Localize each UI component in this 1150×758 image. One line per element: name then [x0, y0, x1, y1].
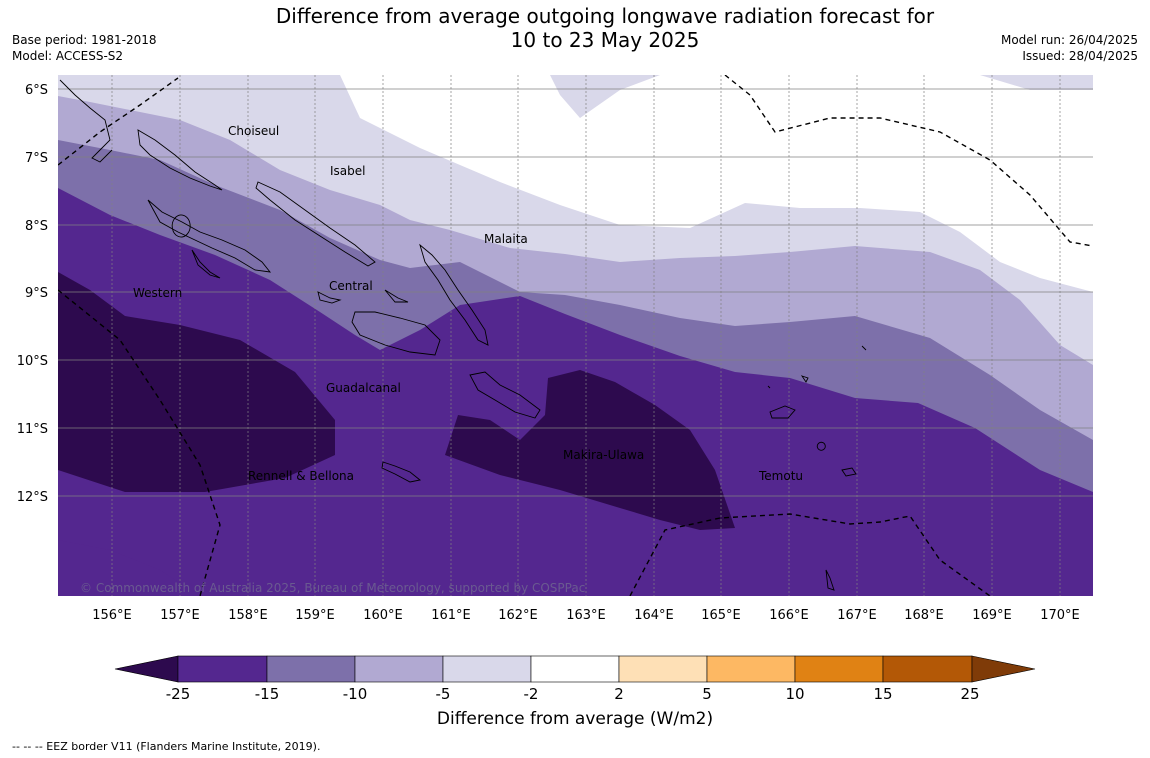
- colorbar-segment: [882, 655, 973, 683]
- field-below-minus25-west: [58, 272, 335, 492]
- meta-right: Model run: 26/04/2025 Issued: 28/04/2025: [1001, 32, 1138, 64]
- coast-isabel: [255, 181, 376, 267]
- coast-rennell: [381, 461, 422, 483]
- region-label-choiseul: Choiseul: [228, 124, 279, 138]
- colorbar: -25 -15 -10 -5 -2 2 5 10 15 25: [114, 655, 1036, 703]
- region-label-rennell-bellona: Rennell & Bellona: [248, 469, 354, 483]
- lat-label: 8°S: [25, 219, 48, 234]
- colorbar-tick-label: -10: [343, 685, 368, 703]
- colorbar-segment: [177, 655, 268, 683]
- coast-choiseul: [137, 129, 223, 191]
- coast-ranongga: [191, 249, 221, 279]
- lat-axis-labels: 6°S 7°S 8°S 9°S 10°S 11°S 12°S: [17, 83, 48, 505]
- region-label-malaita: Malaita: [484, 232, 528, 246]
- colorbar-segment: [794, 655, 884, 683]
- lat-label: 6°S: [25, 83, 48, 98]
- colorbar-tick-label: -15: [255, 685, 280, 703]
- colorbar-tick-label: 25: [960, 685, 979, 703]
- copyright-notice: © Commonwealth of Australia 2025, Bureau…: [80, 581, 585, 595]
- title-line-2: 10 to 23 May 2025: [510, 28, 700, 52]
- region-label-guadalcanal: Guadalcanal: [326, 381, 401, 395]
- coast-new-georgia: [147, 199, 272, 273]
- lat-label: 10°S: [17, 354, 48, 369]
- region-label-western: Western: [133, 286, 182, 300]
- coast-santa-cruz: [769, 405, 796, 419]
- issued-label: Issued: 28/04/2025: [1022, 49, 1138, 63]
- field-plus2-to-minus2: [200, 75, 1093, 292]
- region-labels: Choiseul Isabel Malaita Western Central …: [133, 124, 803, 483]
- colorbar-segment: [266, 655, 356, 683]
- colorbar-segment: [618, 655, 708, 683]
- region-label-temotu: Temotu: [758, 469, 803, 483]
- lon-label: 163°E: [566, 608, 606, 623]
- lat-label: 11°S: [17, 422, 48, 437]
- coast-makira: [469, 371, 541, 419]
- eez-border-north-east: [724, 75, 1093, 247]
- colorbar-tick-label: 15: [873, 685, 892, 703]
- model-run-label: Model run: 26/04/2025: [1000, 33, 1138, 47]
- field-minus15-to-minus25-south: [58, 540, 200, 596]
- colorbar-tick-label: -5: [436, 685, 451, 703]
- colorbar-extend-high: [971, 655, 1036, 683]
- lon-label: 167°E: [837, 608, 877, 623]
- colorbar-tick-label: 10: [785, 685, 804, 703]
- eez-borders: [58, 75, 1093, 596]
- coast-guadalcanal: [351, 311, 441, 356]
- region-label-isabel: Isabel: [330, 164, 365, 178]
- lon-label: 168°E: [904, 608, 944, 623]
- lon-label: 165°E: [701, 608, 741, 623]
- lon-label: 161°E: [431, 608, 471, 623]
- lon-label: 156°E: [92, 608, 132, 623]
- colorbar-segment: [442, 655, 532, 683]
- meta-left: Base period: 1981-2018 Model: ACCESS-S2: [12, 32, 157, 64]
- colorbar-segment: [706, 655, 796, 683]
- lon-label: 166°E: [769, 608, 809, 623]
- coast-vanikoro: [841, 467, 857, 477]
- coast-reef-islands: [767, 345, 867, 389]
- region-label-makira-ulawa: Makira-Ulawa: [563, 448, 644, 462]
- colorbar-title: Difference from average (W/m2): [436, 709, 714, 729]
- colorbar-tick-label: -2: [524, 685, 539, 703]
- base-period-label: Base period: 1981-2018: [12, 33, 157, 47]
- colorbar-tick-label: -25: [166, 685, 191, 703]
- colorbar-tick-label: 5: [702, 685, 712, 703]
- colorbar-tick-label: 2: [614, 685, 624, 703]
- lon-label: 169°E: [972, 608, 1012, 623]
- map-title: Difference from average outgoing longwav…: [250, 4, 960, 52]
- lon-label: 158°E: [228, 608, 268, 623]
- eez-border-south: [629, 513, 991, 596]
- lon-label: 157°E: [160, 608, 200, 623]
- lat-label: 7°S: [25, 151, 48, 166]
- lon-label: 164°E: [634, 608, 674, 623]
- coast-tikopia: [825, 569, 835, 591]
- lat-label: 12°S: [17, 490, 48, 505]
- eez-legend-note: -- -- -- EEZ border V11 (Flanders Marine…: [12, 740, 321, 753]
- colorbar-segment: [354, 655, 444, 683]
- contour-fields: [58, 75, 1093, 596]
- title-line-1: Difference from average outgoing longwav…: [275, 4, 935, 28]
- coast-florida-islands: [317, 289, 409, 304]
- graticule: [58, 75, 1093, 596]
- lon-axis-labels: 156°E 157°E 158°E 159°E 160°E 161°E 162°…: [92, 608, 1080, 623]
- coast-bougainville: [59, 79, 113, 163]
- field-below-minus25-makira: [445, 370, 735, 530]
- colorbar-segment: [530, 655, 620, 683]
- region-label-central: Central: [329, 279, 373, 293]
- colorbar-extend-low: [114, 655, 179, 683]
- eez-border-west: [58, 289, 221, 596]
- lon-label: 170°E: [1040, 608, 1080, 623]
- lon-lines: [111, 75, 1061, 596]
- lon-label: 162°E: [498, 608, 538, 623]
- coast-vella-lavella: [171, 214, 191, 238]
- model-label: Model: ACCESS-S2: [12, 49, 124, 63]
- coast-malaita: [419, 243, 489, 346]
- coastlines: [59, 79, 867, 591]
- coast-utupua: [816, 441, 826, 451]
- lat-label: 9°S: [25, 286, 48, 301]
- lon-label: 160°E: [363, 608, 403, 623]
- lon-label: 159°E: [295, 608, 335, 623]
